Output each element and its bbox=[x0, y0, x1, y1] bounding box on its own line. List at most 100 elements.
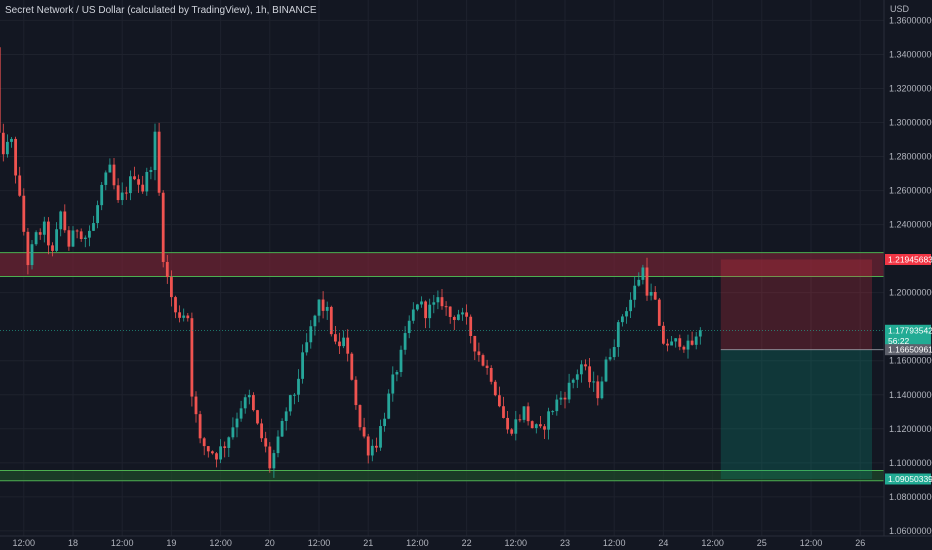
price-tag-box bbox=[885, 335, 931, 347]
price-axis-tick-label[interactable]: 1.36000000 bbox=[889, 15, 932, 25]
candle-body bbox=[448, 306, 452, 317]
candle-body bbox=[682, 346, 686, 350]
time-axis-tick-label[interactable]: 20 bbox=[265, 538, 275, 548]
price-tag-label: 1.21945683 bbox=[888, 254, 932, 264]
candle-body bbox=[141, 184, 145, 192]
candle-body bbox=[79, 231, 83, 239]
price-axis-tick-label[interactable]: 1.28000000 bbox=[889, 152, 932, 162]
price-axis-tick-label[interactable]: 1.26000000 bbox=[889, 186, 932, 196]
time-axis-tick-label[interactable]: 21 bbox=[363, 538, 373, 548]
price-axis-tick-label[interactable]: 1.30000000 bbox=[889, 118, 932, 128]
time-axis-tick-label[interactable]: 26 bbox=[855, 538, 865, 548]
time-axis-tick-label[interactable]: 12:00 bbox=[308, 538, 331, 548]
time-axis-tick-label[interactable]: 12:00 bbox=[209, 538, 232, 548]
zone-layer bbox=[0, 252, 884, 482]
candle-body bbox=[350, 353, 354, 380]
candle-body bbox=[206, 446, 210, 452]
candle-body bbox=[506, 417, 509, 430]
candle-body bbox=[264, 438, 268, 447]
candle-body bbox=[174, 297, 177, 313]
position-stop-box[interactable] bbox=[720, 259, 872, 350]
candle-body bbox=[399, 349, 403, 373]
y-tick-layer[interactable]: 1.36000000 1.34000000 1.32000000 1.30000000… bbox=[889, 15, 932, 535]
candle-body bbox=[239, 408, 243, 419]
candle-body bbox=[120, 192, 124, 201]
candle-body bbox=[116, 185, 120, 201]
price-axis-tick-label[interactable]: 1.16000000 bbox=[889, 356, 932, 366]
candle-body bbox=[584, 364, 587, 367]
candle-body bbox=[411, 309, 415, 321]
candle-body bbox=[370, 445, 374, 456]
candle-body bbox=[170, 277, 173, 298]
time-axis-tick-label[interactable]: 12:00 bbox=[701, 538, 724, 548]
candle-body bbox=[260, 423, 263, 439]
price-axis-tick-label[interactable]: 1.08000000 bbox=[889, 492, 932, 502]
candle-body bbox=[309, 326, 313, 343]
candle-body bbox=[567, 382, 571, 400]
candle-body bbox=[612, 347, 616, 358]
chart-title: Secret Network / US Dollar (calculated b… bbox=[5, 5, 317, 16]
time-axis-tick-label[interactable]: 12:00 bbox=[111, 538, 134, 548]
candle-body bbox=[510, 429, 514, 434]
position-target-box[interactable] bbox=[720, 349, 872, 479]
candle-layer bbox=[0, 47, 702, 478]
price-axis-tick-label[interactable]: 1.10000000 bbox=[889, 458, 932, 468]
price-axis-tick-label[interactable]: 1.24000000 bbox=[889, 220, 932, 230]
candle-body bbox=[395, 372, 399, 375]
candle-body bbox=[276, 436, 280, 454]
candle-body bbox=[124, 192, 128, 194]
candle-body bbox=[514, 419, 518, 434]
time-axis-panel bbox=[0, 536, 932, 550]
candle-body bbox=[493, 381, 497, 396]
price-axis-tick-label[interactable]: 1.12000000 bbox=[889, 424, 932, 434]
candle-body bbox=[543, 426, 546, 430]
price-tag-label: 1.16650961 bbox=[888, 345, 932, 355]
candle-body bbox=[325, 306, 329, 311]
time-axis-tick-label[interactable]: 12:00 bbox=[13, 538, 36, 548]
candle-body bbox=[522, 406, 526, 420]
candle-body bbox=[465, 312, 468, 317]
candle-body bbox=[358, 405, 362, 428]
x-tick-layer[interactable]: 12:00 18 12:00 19 12:00 20 12:00 21 12:00 22 12:00… bbox=[13, 538, 866, 548]
candle-body bbox=[444, 306, 448, 308]
candle-body bbox=[34, 232, 38, 245]
candle-body bbox=[608, 357, 612, 360]
position-layer bbox=[720, 259, 884, 479]
candle-body bbox=[219, 446, 222, 460]
time-axis-tick-label[interactable]: 19 bbox=[166, 538, 176, 548]
candle-body bbox=[6, 141, 9, 155]
price-axis-tick-label[interactable]: 1.20000000 bbox=[889, 288, 932, 298]
time-axis-tick-label[interactable]: 25 bbox=[757, 538, 767, 548]
currency-label[interactable]: USD bbox=[890, 4, 910, 14]
candle-body bbox=[502, 406, 505, 418]
candle-body bbox=[379, 426, 382, 448]
time-axis-tick-label[interactable]: 24 bbox=[658, 538, 668, 548]
candle-body bbox=[215, 453, 218, 460]
candle-body bbox=[317, 299, 321, 316]
candle-body bbox=[165, 261, 169, 278]
candle-body bbox=[481, 355, 485, 366]
candle-body bbox=[280, 421, 284, 437]
time-axis-tick-label[interactable]: 22 bbox=[462, 538, 472, 548]
candle-body bbox=[563, 397, 567, 400]
time-axis-tick-label[interactable]: 18 bbox=[68, 538, 78, 548]
price-axis-tick-label[interactable]: 1.06000000 bbox=[889, 526, 932, 536]
candle-body bbox=[161, 192, 165, 262]
time-axis-tick-label[interactable]: 12:00 bbox=[505, 538, 528, 548]
price-axis-tick-label[interactable]: 1.32000000 bbox=[889, 83, 932, 93]
price-axis-tick-label[interactable]: 1.14000000 bbox=[889, 390, 932, 400]
candle-body bbox=[440, 297, 444, 307]
time-axis-tick-label[interactable]: 12:00 bbox=[603, 538, 626, 548]
candle-body bbox=[403, 333, 407, 350]
price-axis-tick-label[interactable]: 1.34000000 bbox=[889, 49, 932, 59]
time-axis-tick-label[interactable]: 12:00 bbox=[800, 538, 823, 548]
candle-body bbox=[83, 237, 87, 239]
candle-body bbox=[645, 267, 649, 296]
time-axis-tick-label[interactable]: 23 bbox=[560, 538, 570, 548]
time-axis-tick-label[interactable]: 12:00 bbox=[406, 538, 429, 548]
candle-body bbox=[604, 359, 608, 382]
candle-body bbox=[247, 395, 251, 398]
candle-body bbox=[198, 414, 202, 439]
